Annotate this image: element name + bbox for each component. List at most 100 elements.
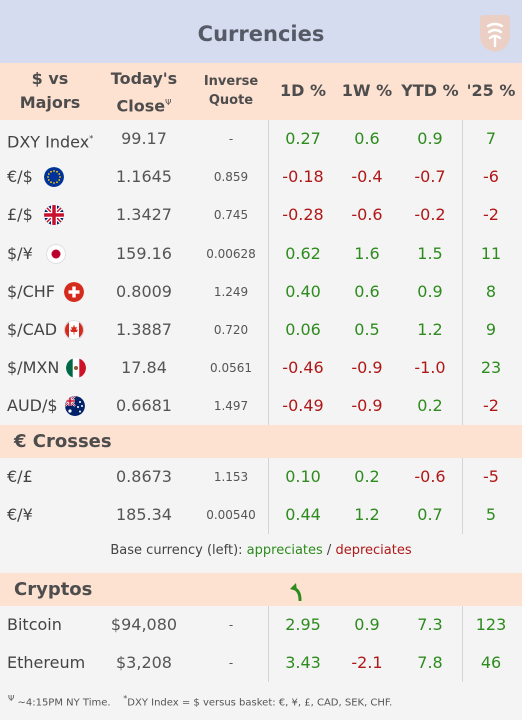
change-2025-value: 23 [480,358,502,378]
change-ytd-value: 1.5 [417,243,443,263]
change-1d-value: 0.10 [285,467,321,486]
close-value: 0.8009 [116,281,172,301]
change-1w-value: 0.9 [354,615,380,634]
table-row[interactable]: €/£ 0.8673 1.153 0.10 0.2 -0.6 -5 [0,458,522,496]
header-pair[interactable]: $ vs Majors [19,69,81,112]
inverse-quote-value: 0.00628 [206,246,256,261]
page-title: Currencies [197,22,325,46]
table-row[interactable]: €/$ 1.1645 0.859 -0.18 -0.4 -0.7 -6 [0,158,522,196]
pair-label: $/¥ [7,243,33,263]
inverse-quote-value: - [228,618,234,632]
cryptos-title: Cryptos [14,579,93,600]
table-row[interactable]: €/¥ 185.34 0.00540 0.44 1.2 0.7 5 [0,496,522,534]
table-row[interactable]: £/$ 1.3427 0.745 -0.28 -0.6 -0.2 -2 [0,196,522,234]
change-1d-value: -0.46 [282,358,324,378]
change-1d-value: 0.27 [285,129,321,148]
change-ytd-value: 0.2 [417,396,443,416]
column-divider [268,458,269,534]
crosses-section-header: € Crosses [0,425,522,458]
table-row[interactable]: DXY Index* 99.17 - 0.27 0.6 0.9 7 [0,120,522,158]
uk-flag-icon [44,205,64,226]
pair-label: €/£ [7,467,33,486]
pair-label: Bitcoin [7,615,62,634]
header-1w[interactable]: 1W % [341,81,393,100]
footnote: Ψ ~4:15PM NY Time. *DXY Index = $ versus… [8,694,393,709]
pair-label: €/$ [7,167,33,187]
close-value: 1.3427 [116,205,172,225]
change-1w-value: 1.6 [354,243,380,263]
change-ytd-value: -0.2 [414,205,446,225]
change-2025-value: 11 [480,243,502,263]
close-value: 1.1645 [116,167,172,187]
close-value: 159.16 [116,243,172,263]
close-value: 185.34 [116,505,172,524]
table-row[interactable]: AUD/$ 0.6681 1.497 -0.49 -0.9 0.2 -2 [0,387,522,425]
change-1w-value: 1.2 [354,505,380,524]
pair-label: Ethereum [7,653,86,672]
change-ytd-value: 0.9 [417,281,443,301]
title-bar: Currencies [0,0,522,63]
change-ytd-value: 0.9 [417,129,443,148]
change-ytd-value: -0.6 [414,467,446,486]
change-ytd-value: -0.7 [414,167,446,187]
change-ytd-value: 0.7 [417,505,443,524]
table-row[interactable]: $/CHF 0.8009 1.249 0.40 0.6 0.9 8 [0,273,522,311]
change-2025-value: -2 [483,205,499,225]
change-2025-value: -5 [483,467,499,486]
inverse-quote-value: 1.153 [213,470,249,484]
change-1w-value: 0.6 [354,129,380,148]
table-row[interactable]: $/CAD 1.3887 0.720 0.06 0.5 1.2 9 [0,311,522,349]
inverse-quote-value: 0.720 [213,323,249,337]
column-header-row: $ vs Majors Today's CloseΨ Inverse Quote 1D… [0,63,522,120]
change-2025-value: -2 [483,396,499,416]
column-divider [462,606,463,682]
inverse-quote-value: 0.859 [213,170,249,185]
change-1d-value: 3.43 [285,653,321,672]
curved-arrow-icon [290,583,302,601]
pair-label: $/CHF [7,281,55,301]
pair-label: $/CAD [7,320,58,339]
table-row[interactable]: $/MXN 17.84 0.0561 -0.46 -0.9 -1.0 23 [0,349,522,387]
close-value: 1.3887 [116,320,172,339]
table-row[interactable]: $/¥ 159.16 0.00628 0.62 1.6 1.5 11 [0,235,522,273]
header-2025[interactable]: '25 % [466,81,516,100]
brand-logo-icon [480,15,510,52]
close-value: 17.84 [121,358,167,378]
change-1d-value: 0.06 [285,320,321,339]
change-1w-value: 0.6 [354,281,380,301]
inverse-quote-value: - [228,132,234,146]
header-ytd[interactable]: YTD % [401,81,459,100]
close-value: $3,208 [116,653,172,672]
change-1w-value: 0.5 [354,320,380,339]
table-row[interactable]: Bitcoin $94,080 - 2.95 0.9 7.3 123 [0,606,522,644]
column-divider [462,458,463,534]
change-1w-value: -0.6 [351,205,383,225]
change-2025-value: 46 [480,653,502,672]
header-1d[interactable]: 1D % [279,81,326,100]
header-close[interactable]: Today's CloseΨ [110,69,178,116]
color-legend: Base currency (left): appreciates / depr… [110,543,412,558]
change-1w-value: -0.4 [351,167,383,187]
header-inverse-quote[interactable]: Inverse Quote [203,74,259,108]
inverse-quote-value: 1.497 [213,399,249,414]
inverse-quote-value: 0.00540 [206,508,256,522]
pair-label: $/MXN [7,358,60,378]
table-row[interactable]: Ethereum $3,208 - 3.43 -2.1 7.8 46 [0,644,522,682]
pair-label: €/¥ [7,505,33,524]
canada-flag-icon [64,320,84,340]
column-divider [268,120,269,425]
inverse-quote-value: 0.0561 [210,361,252,376]
pair-label: £/$ [7,205,33,225]
change-1w-value: -0.9 [351,396,383,416]
close-value: 99.17 [121,129,167,148]
change-2025-value: 9 [485,320,497,339]
column-divider [462,120,463,425]
change-1d-value: -0.18 [282,167,324,187]
change-1d-value: -0.28 [282,205,324,225]
change-2025-value: 7 [485,129,497,148]
change-1d-value: 0.62 [285,243,321,263]
close-value: $94,080 [110,615,178,634]
swiss-flag-icon [64,281,84,302]
change-ytd-value: -1.0 [414,358,446,378]
australia-flag-icon [65,396,85,417]
